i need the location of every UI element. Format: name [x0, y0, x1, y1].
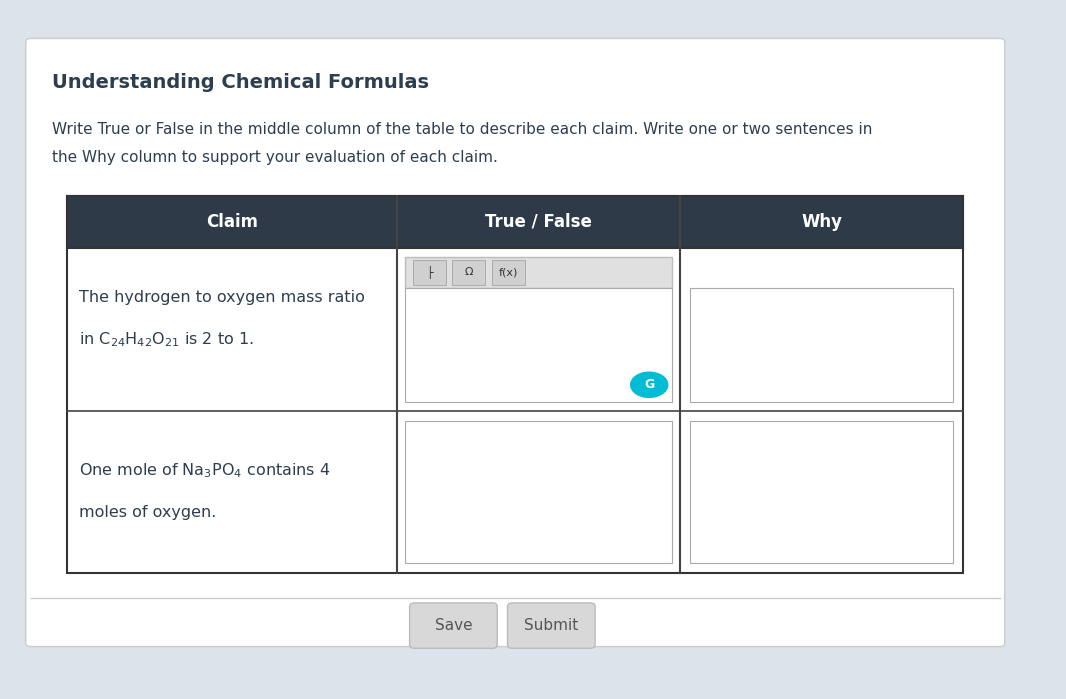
Bar	[405, 421, 672, 563]
Text: True / False: True / False	[485, 213, 592, 231]
Text: in $\mathregular{C_{24}H_{42}O_{21}}$ is 2 to 1.: in $\mathregular{C_{24}H_{42}O_{21}}$ is…	[79, 331, 255, 350]
Text: One mole of $\mathregular{Na_{3}PO_{4}}$ contains 4: One mole of $\mathregular{Na_{3}PO_{4}}$…	[79, 461, 330, 480]
Text: the Why column to support your evaluation of each claim.: the Why column to support your evaluatio…	[51, 150, 498, 165]
Text: f(x): f(x)	[498, 267, 518, 278]
Bar	[452, 259, 485, 285]
Bar	[691, 421, 953, 563]
Text: Ω: Ω	[465, 267, 473, 278]
Bar	[414, 259, 447, 285]
Bar	[691, 288, 953, 403]
Text: The hydrogen to oxygen mass ratio: The hydrogen to oxygen mass ratio	[79, 291, 366, 305]
Text: Save: Save	[435, 618, 472, 633]
Text: ├: ├	[426, 266, 433, 279]
Bar	[405, 288, 672, 403]
Text: Claim: Claim	[206, 213, 258, 231]
Text: Write True or False in the middle column of the table to describe each claim. Wr: Write True or False in the middle column…	[51, 122, 872, 137]
Circle shape	[631, 372, 667, 397]
Bar	[67, 196, 964, 248]
Text: Why: Why	[802, 213, 842, 231]
Bar	[67, 196, 964, 573]
Text: moles of oxygen.: moles of oxygen.	[79, 505, 216, 520]
FancyBboxPatch shape	[507, 603, 595, 649]
FancyBboxPatch shape	[26, 38, 1005, 647]
Text: Understanding Chemical Formulas: Understanding Chemical Formulas	[51, 73, 429, 92]
FancyBboxPatch shape	[409, 603, 497, 649]
Bar	[491, 259, 524, 285]
Bar	[405, 257, 672, 288]
Text: G: G	[644, 378, 655, 391]
Text: Submit: Submit	[524, 618, 579, 633]
